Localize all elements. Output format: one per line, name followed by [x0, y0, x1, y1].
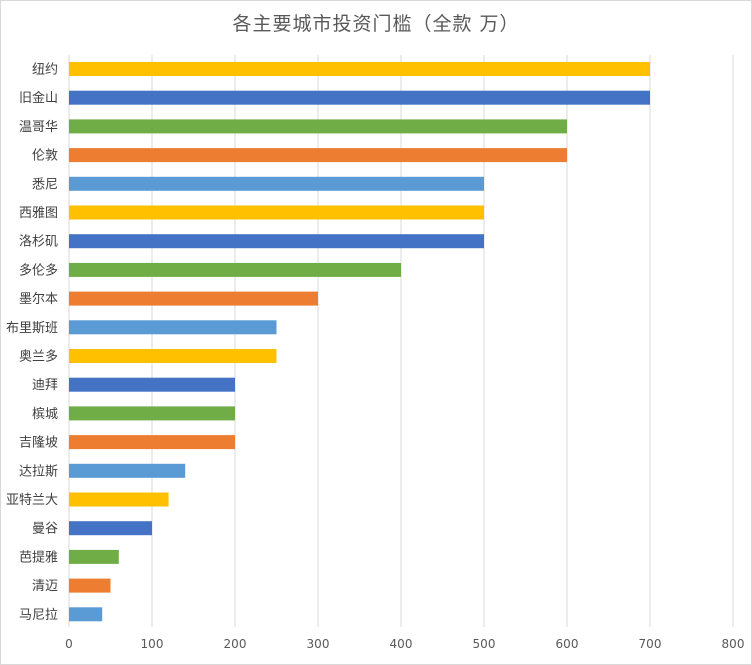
bar-9	[69, 291, 318, 306]
category-label: 迪拜	[32, 378, 58, 393]
bar-2	[69, 90, 650, 105]
category-label: 伦敦	[32, 148, 58, 164]
category-label: 芭提雅	[19, 549, 58, 565]
category-label: 悉尼	[32, 177, 58, 192]
category-label: 纽约	[32, 63, 58, 78]
category-label: 西雅图	[19, 206, 58, 221]
x-tick-label: 600	[556, 637, 579, 651]
bar-16	[69, 492, 169, 507]
x-tick-label: 200	[224, 637, 247, 651]
bar-4	[69, 148, 567, 163]
category-label: 曼谷	[32, 522, 58, 537]
category-label: 旧金山	[19, 90, 58, 106]
bar-1	[69, 62, 650, 76]
bar-10	[69, 320, 277, 335]
bar-11	[69, 349, 277, 363]
x-tick-label: 400	[390, 637, 413, 651]
category-label: 奥兰多	[19, 349, 58, 365]
x-tick-label: 700	[639, 637, 662, 651]
bar-15	[69, 463, 186, 478]
bar-5	[69, 176, 484, 191]
bar-17	[69, 521, 152, 536]
bar-13	[69, 406, 235, 421]
x-tick-label: 0	[65, 637, 73, 651]
category-label: 达拉斯	[19, 464, 58, 479]
category-label: 布里斯班	[6, 321, 58, 336]
chart-title: 各主要城市投资门槛（全款 万）	[232, 13, 520, 35]
category-label: 温哥华	[19, 120, 58, 135]
bar-18	[69, 549, 119, 564]
bar-7	[69, 234, 484, 249]
category-label: 槟城	[32, 406, 58, 422]
category-label: 清迈	[32, 579, 58, 594]
bar-12	[69, 377, 235, 392]
x-tick-label: 300	[307, 637, 330, 651]
category-label: 马尼拉	[19, 608, 58, 623]
x-tick-label: 800	[722, 637, 745, 651]
category-label: 亚特兰大	[6, 493, 58, 508]
bar-6	[69, 205, 484, 220]
bar-8	[69, 262, 401, 277]
x-tick-label: 100	[141, 637, 164, 651]
category-label: 洛杉矶	[19, 235, 58, 250]
bar-19	[69, 578, 111, 593]
x-tick-label: 500	[473, 637, 496, 651]
category-label: 墨尔本	[19, 292, 58, 307]
category-label: 吉隆坡	[19, 436, 58, 451]
bar-20	[69, 607, 103, 622]
category-label: 多伦多	[19, 262, 58, 278]
bar-3	[69, 119, 567, 134]
bar-14	[69, 435, 235, 450]
